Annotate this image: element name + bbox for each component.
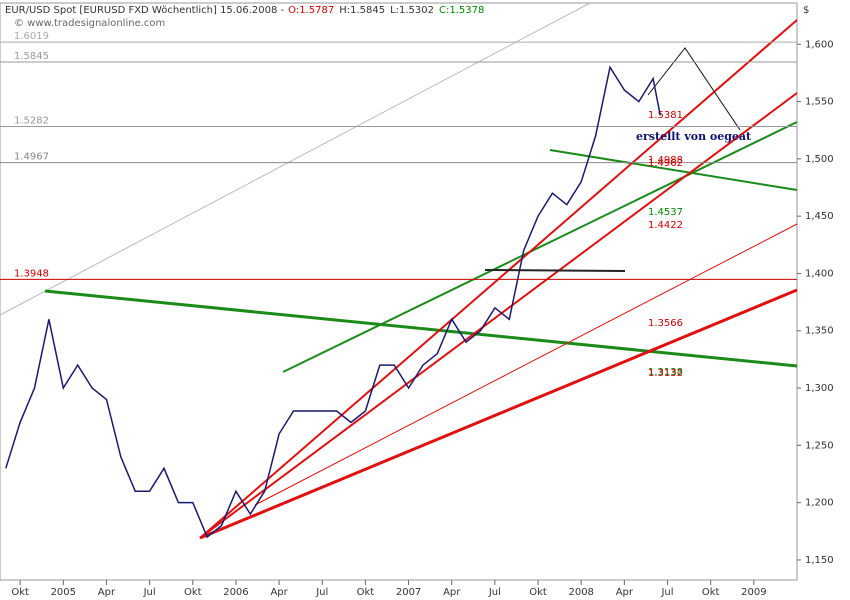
x-tick-label: 2006: [223, 587, 248, 598]
x-tick-label: Okt: [529, 587, 547, 598]
annotation: erstellt von oegeat: [636, 130, 752, 143]
trend-line: [199, 92, 798, 539]
trend-line: [549, 149, 798, 191]
x-tick-label: Jul: [315, 587, 328, 598]
ohlc-value: C:1.5378: [439, 5, 484, 16]
x-tick-label: 2007: [396, 587, 421, 598]
level-label: 1.4967: [14, 152, 49, 163]
x-tick-label: 2008: [568, 587, 593, 598]
level-label: 1.5282: [14, 116, 49, 127]
level-label: 1.5845: [14, 51, 49, 62]
chart-title: EUR/USD Spot [EURUSD FXD Wöchentlich] 15…: [5, 5, 285, 16]
line-label: 1.4962: [648, 158, 683, 169]
x-tick-label: Apr: [443, 587, 461, 598]
y-axis-title: $: [803, 5, 809, 16]
x-tick-label: 2005: [51, 587, 76, 598]
watermark: © www.tradesignalonline.com: [14, 18, 165, 29]
trend-line: [44, 289, 798, 368]
y-tick-label: 1,450: [805, 211, 834, 222]
ohlc-value: H:1.5845: [339, 5, 385, 16]
ohlc-value: L:1.5302: [390, 5, 434, 16]
y-tick-label: 1,200: [805, 498, 834, 509]
x-tick-label: Jul: [488, 587, 501, 598]
trend-line: [282, 121, 798, 373]
y-tick-label: 1,400: [805, 268, 834, 279]
line-label: 1.4537: [648, 207, 683, 218]
level-line: [484, 269, 626, 272]
line-label: 1.4988: [648, 155, 683, 166]
y-tick-label: 1,550: [805, 97, 834, 108]
channel-line: [0, 2, 591, 316]
forecast-arrow: [647, 47, 741, 131]
line-label: 1.5381: [648, 110, 683, 121]
x-tick-label: Apr: [98, 587, 116, 598]
trend-lines: [0, 2, 798, 540]
y-tick-label: 1,300: [805, 383, 834, 394]
trend-line: [199, 288, 798, 540]
line-label: 1.3132: [648, 368, 683, 379]
y-tick-label: 1,500: [805, 154, 834, 165]
line-label: 1.3566: [648, 318, 683, 329]
trend-line: [254, 223, 798, 506]
ohlc-value: O:1.5787: [288, 5, 334, 16]
level-label: 1.3948: [14, 268, 49, 279]
plot-area: [0, 2, 798, 581]
x-tick-label: Apr: [270, 587, 288, 598]
line-label: 1.4422: [648, 220, 683, 231]
x-tick-label: Okt: [702, 587, 720, 598]
x-tick-label: Okt: [11, 587, 29, 598]
y-tick-label: 1,350: [805, 326, 834, 337]
x-tick-label: Okt: [184, 587, 202, 598]
x-tick-label: Apr: [616, 587, 634, 598]
y-tick-label: 1,250: [805, 440, 834, 451]
y-tick-label: 1,150: [805, 555, 834, 566]
line-label: 1.3138: [648, 367, 683, 378]
x-tick-label: 2009: [741, 587, 766, 598]
x-tick-label: Jul: [660, 587, 673, 598]
y-tick-label: 1,600: [805, 39, 834, 50]
price-line: [5, 65, 662, 539]
x-tick-label: Okt: [357, 587, 375, 598]
x-tick-label: Jul: [143, 587, 156, 598]
level-label: 1.6019: [14, 31, 49, 42]
